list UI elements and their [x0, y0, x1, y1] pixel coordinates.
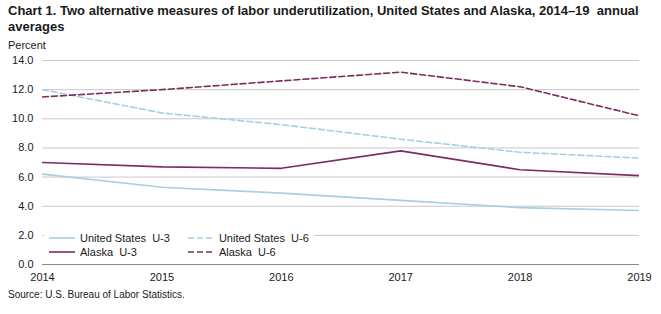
svg-text:2014: 2014	[30, 271, 54, 283]
svg-text:12.0: 12.0	[12, 83, 33, 95]
html-text:United States U-6: United States U-6	[218, 232, 309, 244]
svg-text:8.0: 8.0	[18, 141, 33, 153]
svg-text:6.0: 6.0	[18, 171, 33, 183]
svg-text:2016: 2016	[269, 271, 293, 283]
html-text:Percent: Percent	[8, 39, 46, 51]
html-text:Alaska U-6: Alaska U-6	[218, 246, 276, 258]
svg-text:2017: 2017	[388, 271, 412, 283]
html-text:United States U-3: United States U-3	[80, 232, 170, 244]
svg-text:10.0: 10.0	[12, 112, 33, 124]
svg-text:0.0: 0.0	[18, 258, 33, 270]
svg-text:2018: 2018	[508, 271, 532, 283]
html-text:Source: U.S. Bureau of Labor S: Source: U.S. Bureau of Labor Statistics.	[8, 289, 185, 300]
html-text:Alaska U-3: Alaska U-3	[80, 246, 137, 258]
svg-text:2019: 2019	[627, 271, 651, 283]
svg-text:2015: 2015	[150, 271, 174, 283]
svg-text:4.0: 4.0	[18, 200, 33, 212]
html-text:Chart 1. Two alternative measu: Chart 1. Two alternative measures of lab…	[8, 3, 643, 34]
svg-text:14.0: 14.0	[12, 54, 33, 66]
svg-text:2.0: 2.0	[18, 229, 33, 241]
